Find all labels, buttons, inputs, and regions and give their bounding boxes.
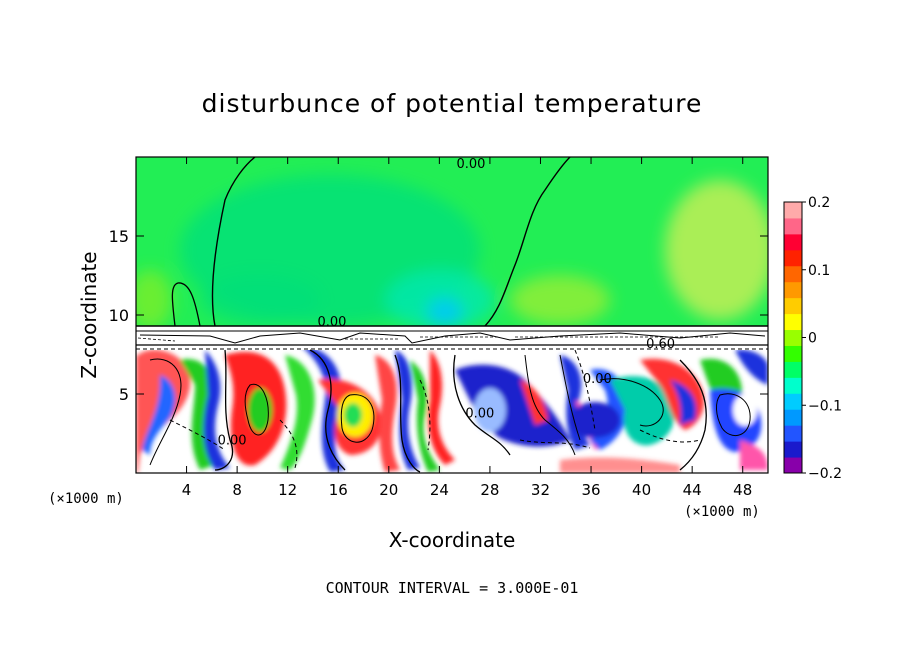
colorbar-tick-label: −0.1 — [808, 398, 842, 414]
colorbar-segment — [784, 441, 802, 458]
colorbar-segment — [784, 345, 802, 362]
colorbar-tick-label: 0.1 — [808, 263, 830, 279]
contour-interval-footer: CONTOUR INTERVAL = 3.000E-01 — [326, 579, 579, 597]
contour-label: 0.60 — [646, 337, 675, 352]
chart-title: disturbunce of potential temperature — [202, 89, 703, 118]
x-tick-label: 24 — [430, 481, 449, 499]
colorbar-segment — [784, 281, 802, 299]
x-axis-label: X-coordinate — [389, 528, 516, 552]
x-unit-right: (×1000 m) — [684, 504, 760, 520]
x-axis: 4 8 12 16 20 24 28 32 36 40 44 48 — [182, 157, 752, 499]
contour-label: 0.00 — [317, 315, 346, 330]
contour-label: 0.00 — [218, 434, 247, 449]
colorbar-segment — [784, 233, 802, 251]
contour-label: 0.00 — [465, 407, 494, 422]
contour-label: 0.00 — [456, 157, 485, 172]
y-axis-label: Z-coordinate — [77, 251, 101, 378]
colorbar-segment — [784, 361, 802, 378]
colorbar-tick-label: 0.2 — [808, 195, 830, 211]
x-tick-label: 44 — [683, 481, 702, 499]
x-tick-label: 12 — [278, 481, 297, 499]
colorbar-segment — [784, 329, 802, 346]
colorbar-segment — [784, 249, 802, 267]
x-tick-label: 36 — [581, 481, 600, 499]
x-tick-label: 8 — [232, 481, 242, 499]
colorbar-segment — [784, 457, 802, 474]
colorbar-segment — [784, 425, 802, 442]
y-tick-label: 5 — [119, 385, 129, 404]
colorbar-tick-label: 0 — [808, 331, 817, 347]
x-tick-label: 28 — [480, 481, 499, 499]
colorbar-segment — [784, 313, 802, 331]
y-tick-label: 10 — [109, 306, 129, 325]
colorbar-segment — [784, 265, 802, 283]
y-tick-label: 15 — [109, 227, 129, 246]
x-tick-label: 48 — [733, 481, 752, 499]
colorbar: 0.2 0.1 0 −0.1 −0.2 — [783, 195, 842, 482]
contour-label: 0.00 — [583, 372, 612, 387]
y-axis: 5 10 15 — [109, 227, 768, 404]
heatmap-field — [136, 157, 768, 473]
colorbar-segment — [784, 393, 802, 410]
x-tick-label: 16 — [329, 481, 348, 499]
x-unit-left: (×1000 m) — [48, 491, 124, 507]
colorbar-segment — [784, 217, 802, 235]
colorbar-segment — [784, 409, 802, 426]
colorbar-segment — [784, 297, 802, 315]
x-tick-label: 4 — [182, 481, 192, 499]
colorbar-tick-label: −0.2 — [808, 466, 842, 482]
x-tick-label: 32 — [531, 481, 550, 499]
colorbar-segment — [784, 202, 802, 219]
contour-labels: 0.00 0.00 0.60 0.00 0.00 0.00 — [218, 157, 675, 449]
colorbar-segment — [784, 377, 802, 394]
x-tick-label: 20 — [379, 481, 398, 499]
x-tick-label: 40 — [632, 481, 651, 499]
